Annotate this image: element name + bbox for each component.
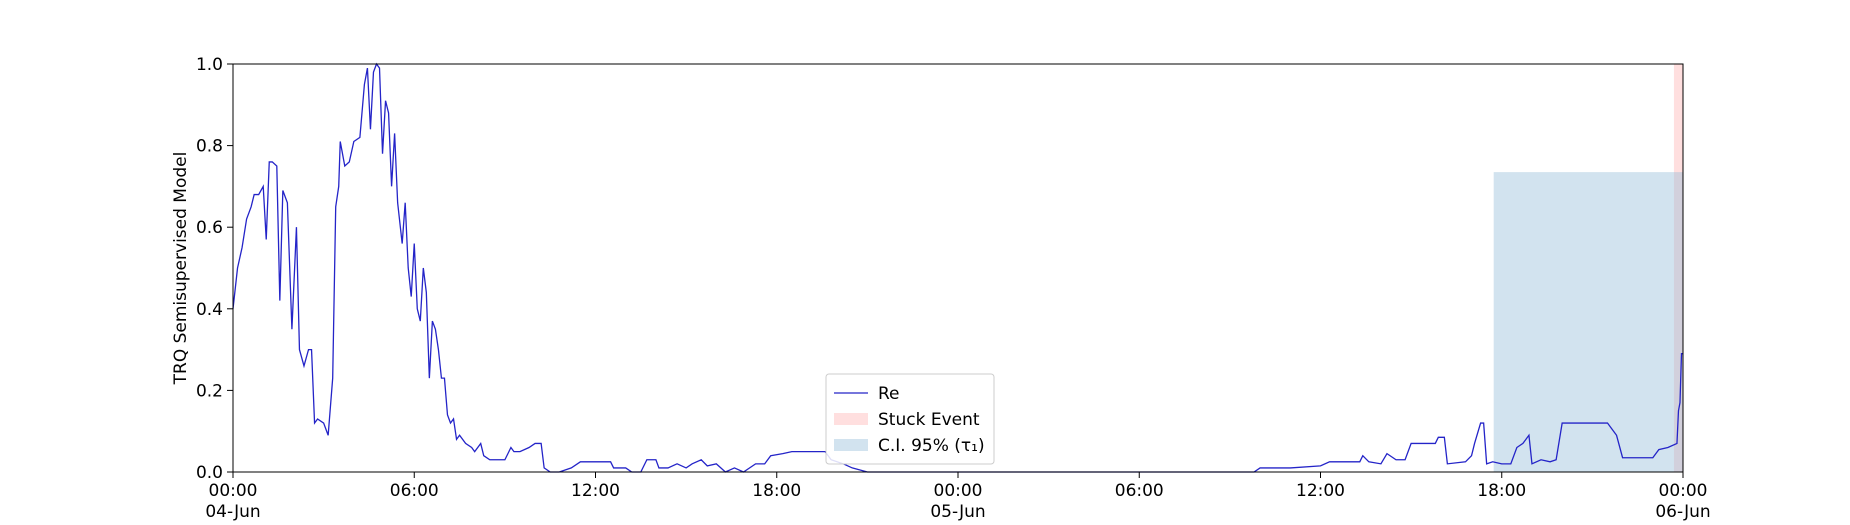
y-tick-label: 0.4 <box>196 300 223 320</box>
y-tick-label: 0.8 <box>196 137 223 157</box>
y-axis-label: TRQ Semisupervised Model <box>171 152 191 386</box>
legend-box <box>825 373 995 465</box>
x-tick-label: 18:00 <box>752 481 801 501</box>
legend-swatch <box>834 413 868 425</box>
shaded-region <box>1493 172 1683 472</box>
legend-swatch <box>834 439 868 451</box>
y-tick-label: 0.0 <box>196 463 223 483</box>
x-tick-label: 06:00 <box>390 481 439 501</box>
shaded-region <box>1673 64 1683 472</box>
x-tick-label: 06:00 <box>1115 481 1164 501</box>
x-tick-label: 18:00 <box>1477 481 1526 501</box>
y-tick-label: 0.6 <box>196 218 223 238</box>
x-tick-label: 12:00 <box>1296 481 1345 501</box>
data-line <box>232 62 1683 473</box>
x-tick-label: 12:00 <box>571 481 620 501</box>
legend-label: Stuck Event <box>878 410 980 430</box>
x-tick-label: 00:00 06-Jun <box>1655 481 1710 522</box>
legend-label: Re <box>878 384 900 404</box>
legend-label: C.I. 95% (τ₁) <box>878 436 985 456</box>
y-tick-label: 0.2 <box>196 381 223 401</box>
x-tick-label: 00:00 05-Jun <box>930 481 985 522</box>
y-tick-label: 1.0 <box>196 55 223 75</box>
